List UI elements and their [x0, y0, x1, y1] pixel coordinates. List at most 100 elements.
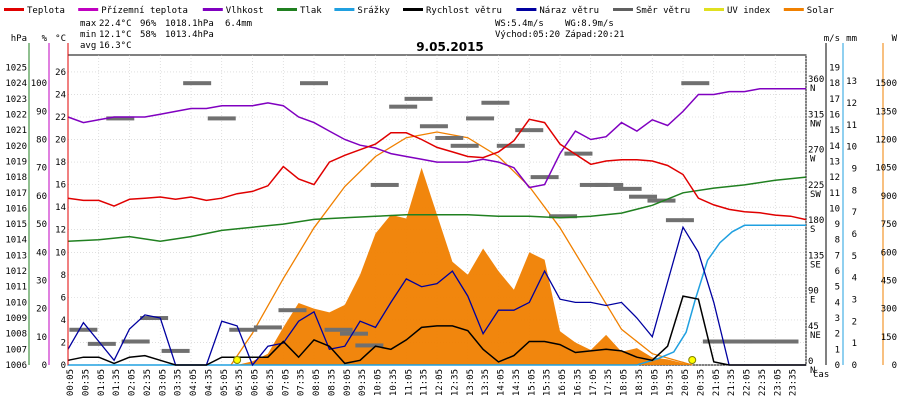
wind-dir-mark: [419, 124, 448, 129]
legend-item: Směr větru: [613, 6, 690, 16]
x-tick-label: 16:05: [558, 369, 568, 396]
tick-label-ms: 11: [829, 189, 840, 199]
x-tick-label: 17:05: [589, 369, 599, 396]
legend-item: Přízemní teplota: [78, 6, 188, 16]
wind-dir-mark: [481, 100, 510, 105]
legend-swatch: [783, 8, 804, 11]
tick-label-ms: 8: [835, 236, 840, 246]
wind-dir-mark: [355, 343, 384, 348]
x-tick-label: 00:35: [81, 369, 91, 396]
tick-label-ms: 13: [829, 157, 840, 167]
tick-label-pct: 10: [36, 333, 47, 343]
tick-label-hpa: 1025: [5, 64, 27, 74]
wind-dir-mark: [435, 135, 464, 140]
wind-dir-mark: [770, 339, 799, 344]
axis-unit-degc: °C: [55, 34, 66, 44]
legend-swatch: [516, 8, 537, 11]
tick-label-hpa: 1011: [5, 283, 27, 293]
tick-label-degc: 0: [61, 361, 66, 371]
legend: Teplota Přízemní teplota Vlhkost Tlak Srážky…: [4, 6, 834, 16]
tick-label-hpa: 1019: [5, 157, 27, 167]
tick-label-hpa: 1007: [5, 345, 27, 355]
wind-dir-mark: [745, 339, 774, 344]
dir-compass-label: S: [810, 225, 815, 235]
x-tick-label: 02:35: [143, 369, 153, 396]
tick-label-ms: 0: [835, 361, 840, 371]
dir-compass-label: NW: [810, 119, 821, 129]
x-tick-label: 18:35: [635, 369, 645, 396]
x-tick-label: 10:35: [389, 369, 399, 396]
tick-label-hpa: 1024: [5, 79, 27, 89]
x-tick-label: 23:35: [789, 369, 799, 396]
tick-label-hpa: 1010: [5, 298, 27, 308]
x-tick-label: 15:05: [527, 369, 537, 396]
tick-label-degc: 22: [55, 113, 66, 123]
wind-speed-info: WS:5.4m/s: [495, 19, 544, 29]
x-tick-label: 11:05: [404, 369, 414, 396]
tick-label-ms: 18: [829, 79, 840, 89]
legend-item: Vlhkost: [202, 6, 264, 16]
x-tick-label: 14:35: [512, 369, 522, 396]
tick-label-degc: 8: [61, 271, 66, 281]
tick-label-hpa: 1018: [5, 173, 27, 183]
dir-degree-label: 360: [808, 75, 824, 85]
legend-swatch: [277, 8, 297, 11]
axis-unit-mm: mm: [846, 34, 857, 44]
tick-label-ms: 1: [835, 345, 840, 355]
tick-label-w: 1350: [875, 107, 897, 117]
tick-label-degc: 20: [55, 136, 66, 146]
wind-dir-mark: [665, 218, 694, 223]
x-tick-label: 13:35: [481, 369, 491, 396]
x-tick-label: 03:05: [158, 369, 168, 396]
tick-label-ms: 17: [829, 95, 840, 105]
wind-dir-mark: [69, 327, 98, 332]
x-tick-label: 17:35: [604, 369, 614, 396]
uv-marker: [688, 356, 697, 364]
tick-label-hpa: 1008: [5, 330, 27, 340]
tick-label-hpa: 1023: [5, 95, 27, 105]
tick-label-mm: 5: [852, 252, 857, 262]
legend-label: Vlhkost: [226, 6, 264, 16]
axis-unit-ms: m/s: [824, 34, 840, 44]
wind-dir-mark: [278, 308, 307, 313]
tick-label-degc: 12: [55, 226, 66, 236]
axis-unit-w: W: [892, 34, 898, 44]
tick-label-hpa: 1013: [5, 251, 27, 261]
wind-dir-mark: [515, 128, 544, 133]
tick-label-w: 150: [881, 333, 897, 343]
chart-title: 9.05.2015: [416, 40, 484, 54]
x-tick-label: 03:35: [174, 369, 184, 396]
wind-dir-mark: [595, 182, 624, 187]
x-tick-label: 01:35: [112, 369, 122, 396]
tick-label-degc: 26: [55, 68, 66, 78]
x-tick-label: 14:05: [497, 369, 507, 396]
wind-dir-mark: [183, 81, 212, 86]
wind-dir-mark: [389, 104, 418, 109]
dir-degree-label: 225: [808, 181, 824, 191]
tick-label-mm: 2: [852, 317, 857, 327]
legend-item: UV index: [704, 6, 771, 16]
wind-dir-mark: [613, 186, 642, 191]
stat-max-hum: 96%: [140, 19, 157, 29]
x-tick-label: 20:05: [681, 369, 691, 396]
tick-label-ms: 15: [829, 126, 840, 136]
legend-swatch: [403, 8, 423, 11]
tick-label-hpa: 1006: [5, 361, 27, 371]
dir-degree-label: 135: [808, 251, 824, 261]
x-tick-label: 07:35: [297, 369, 307, 396]
wind-dir-mark: [702, 339, 731, 344]
legend-swatch: [334, 8, 355, 11]
tick-label-pct: 0: [42, 361, 47, 371]
dir-compass-label: SE: [810, 260, 821, 270]
tick-label-hpa: 1017: [5, 189, 27, 199]
tick-label-degc: 6: [61, 293, 66, 303]
dir-degree-label: 270: [808, 146, 824, 156]
dir-compass-label: N: [810, 84, 815, 94]
plot-area: [67, 54, 807, 367]
wind-dir-mark: [229, 327, 258, 332]
dir-compass-label: E: [810, 296, 815, 306]
stat-min-press: 1013.4hPa: [165, 30, 214, 40]
humidity-line: [67, 88, 806, 189]
tick-label-hpa: 1022: [5, 110, 27, 120]
dir-degree-label: 180: [808, 216, 824, 226]
